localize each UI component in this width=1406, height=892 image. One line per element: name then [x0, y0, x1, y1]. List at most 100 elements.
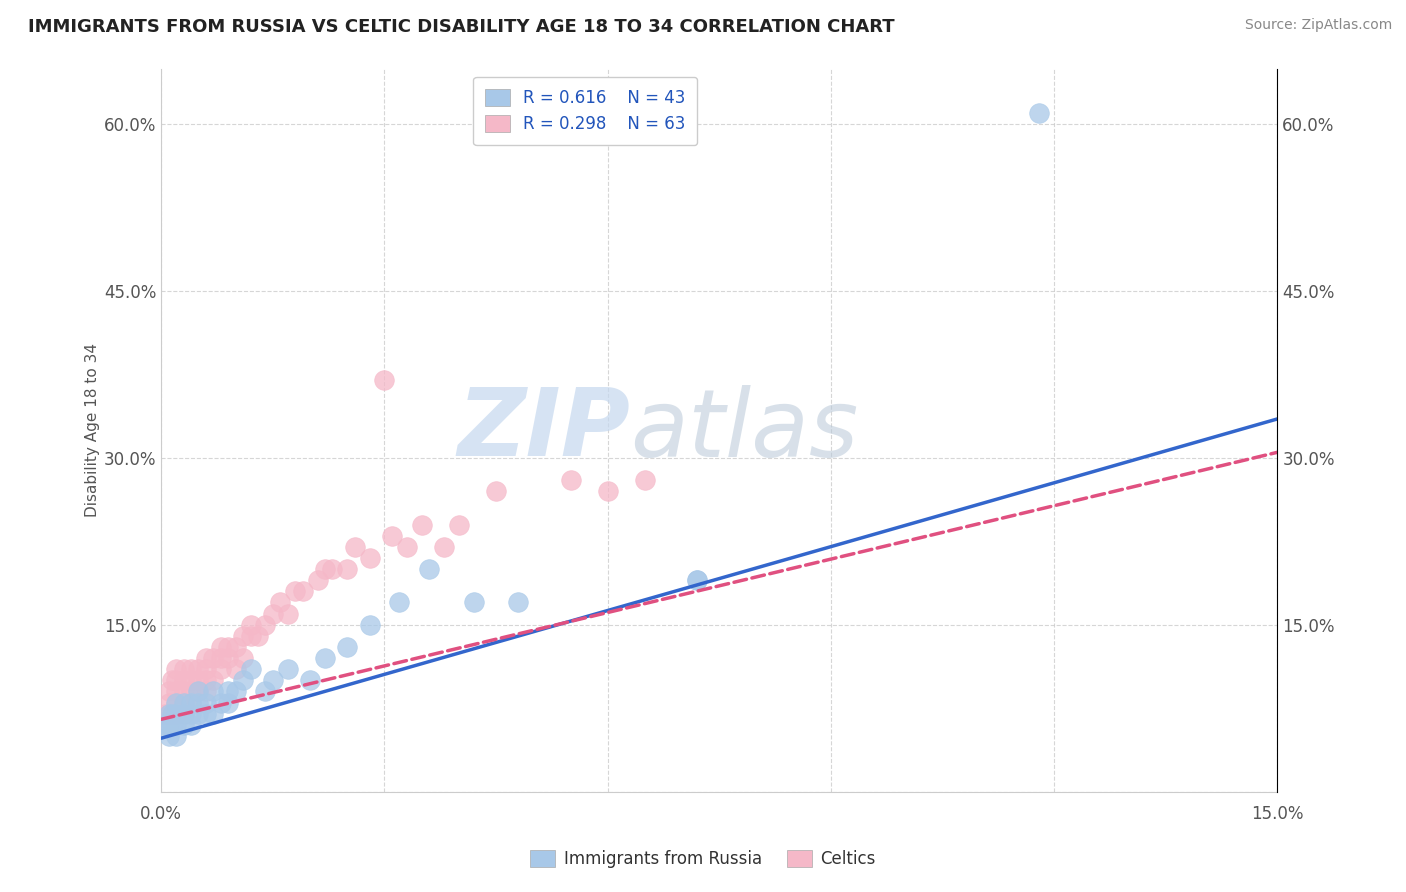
- Point: [217, 684, 239, 698]
- Point: [165, 673, 187, 688]
- Point: [269, 595, 291, 609]
- Point: [239, 629, 262, 643]
- Point: [239, 617, 262, 632]
- Point: [157, 718, 180, 732]
- Point: [194, 684, 217, 698]
- Point: [686, 573, 709, 587]
- Point: [560, 473, 582, 487]
- Point: [388, 595, 411, 609]
- Point: [247, 629, 270, 643]
- Point: [463, 595, 485, 609]
- Legend: R = 0.616    N = 43, R = 0.298    N = 63: R = 0.616 N = 43, R = 0.298 N = 63: [474, 77, 697, 145]
- Point: [157, 696, 180, 710]
- Point: [187, 662, 209, 676]
- Point: [180, 706, 202, 721]
- Point: [209, 662, 232, 676]
- Point: [165, 729, 187, 743]
- Point: [336, 640, 359, 654]
- Point: [157, 684, 180, 698]
- Point: [194, 696, 217, 710]
- Point: [194, 651, 217, 665]
- Point: [157, 718, 180, 732]
- Point: [165, 706, 187, 721]
- Point: [180, 696, 202, 710]
- Legend: Immigrants from Russia, Celtics: Immigrants from Russia, Celtics: [524, 843, 882, 875]
- Point: [194, 673, 217, 688]
- Point: [209, 696, 232, 710]
- Point: [173, 696, 195, 710]
- Point: [165, 684, 187, 698]
- Point: [314, 562, 336, 576]
- Point: [254, 684, 277, 698]
- Point: [209, 640, 232, 654]
- Point: [284, 584, 307, 599]
- Point: [173, 718, 195, 732]
- Point: [225, 662, 247, 676]
- Point: [232, 629, 254, 643]
- Text: Source: ZipAtlas.com: Source: ZipAtlas.com: [1244, 18, 1392, 32]
- Point: [187, 706, 209, 721]
- Point: [180, 662, 202, 676]
- Point: [395, 540, 418, 554]
- Point: [254, 617, 277, 632]
- Point: [381, 529, 404, 543]
- Point: [165, 706, 187, 721]
- Point: [1028, 106, 1050, 120]
- Text: atlas: atlas: [630, 384, 858, 475]
- Point: [194, 706, 217, 721]
- Text: IMMIGRANTS FROM RUSSIA VS CELTIC DISABILITY AGE 18 TO 34 CORRELATION CHART: IMMIGRANTS FROM RUSSIA VS CELTIC DISABIL…: [28, 18, 894, 36]
- Point: [225, 640, 247, 654]
- Point: [202, 651, 225, 665]
- Point: [217, 640, 239, 654]
- Point: [225, 684, 247, 698]
- Point: [162, 673, 184, 688]
- Point: [187, 684, 209, 698]
- Point: [336, 562, 359, 576]
- Point: [173, 696, 195, 710]
- Point: [180, 718, 202, 732]
- Point: [634, 473, 657, 487]
- Point: [447, 517, 470, 532]
- Point: [232, 673, 254, 688]
- Point: [165, 696, 187, 710]
- Point: [239, 662, 262, 676]
- Point: [343, 540, 366, 554]
- Point: [262, 607, 284, 621]
- Point: [321, 562, 343, 576]
- Point: [173, 706, 195, 721]
- Point: [485, 484, 508, 499]
- Point: [217, 696, 239, 710]
- Point: [187, 684, 209, 698]
- Point: [314, 651, 336, 665]
- Point: [277, 662, 299, 676]
- Point: [153, 706, 176, 721]
- Point: [180, 696, 202, 710]
- Text: ZIP: ZIP: [457, 384, 630, 476]
- Point: [262, 673, 284, 688]
- Point: [307, 573, 329, 587]
- Point: [299, 673, 322, 688]
- Point: [373, 373, 395, 387]
- Point: [162, 706, 184, 721]
- Point: [217, 651, 239, 665]
- Point: [202, 673, 225, 688]
- Point: [157, 706, 180, 721]
- Point: [359, 617, 381, 632]
- Point: [359, 551, 381, 566]
- Point: [165, 718, 187, 732]
- Y-axis label: Disability Age 18 to 34: Disability Age 18 to 34: [86, 343, 100, 517]
- Point: [194, 662, 217, 676]
- Point: [173, 706, 195, 721]
- Point: [433, 540, 456, 554]
- Point: [418, 562, 440, 576]
- Point: [209, 651, 232, 665]
- Point: [162, 706, 184, 721]
- Point: [187, 673, 209, 688]
- Point: [180, 684, 202, 698]
- Point: [173, 673, 195, 688]
- Point: [173, 684, 195, 698]
- Point: [202, 706, 225, 721]
- Point: [180, 673, 202, 688]
- Point: [165, 696, 187, 710]
- Point: [508, 595, 530, 609]
